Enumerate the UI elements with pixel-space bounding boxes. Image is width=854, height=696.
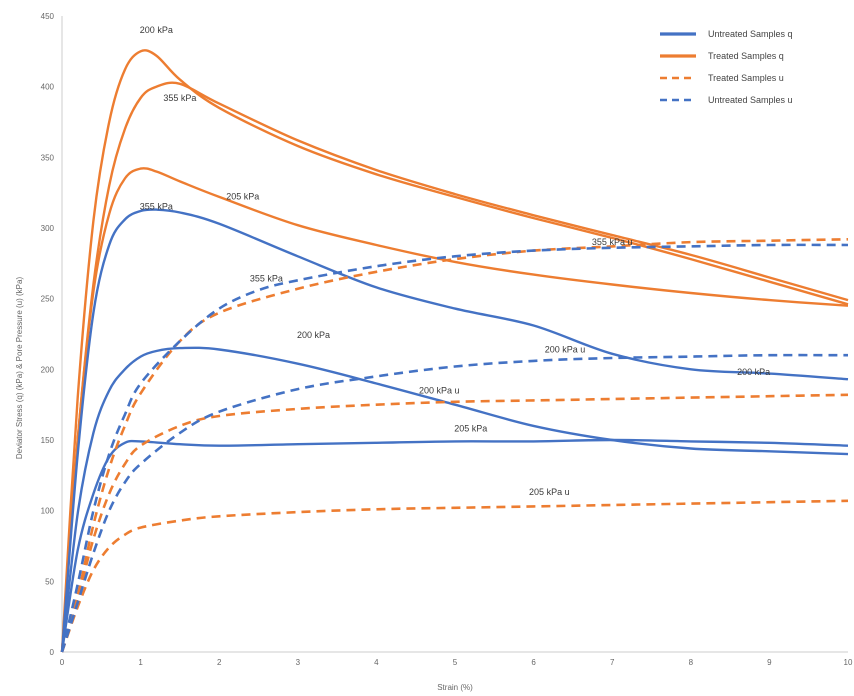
x-axis-title: Strain (%) — [437, 683, 473, 692]
series-line-treated-samples-q — [60, 49, 849, 653]
y-tick-label: 400 — [41, 83, 55, 92]
x-tick-label: 6 — [531, 658, 536, 667]
series-line-untreated-samples-u — [60, 353, 849, 653]
curve-label: 200 kPa u — [419, 385, 460, 395]
series-lines — [60, 49, 849, 653]
y-axis-title: Deviator Stress (q) (kPa) & Pore Pressur… — [15, 277, 24, 460]
curve-label: 200 kPa — [737, 367, 770, 377]
x-tick-label: 5 — [453, 658, 458, 667]
legend-label: Untreated Samples u — [708, 95, 793, 105]
x-tick-label: 9 — [767, 658, 772, 667]
series-line-treated-samples-u — [60, 238, 849, 653]
series-line-untreated-samples-q — [60, 346, 849, 653]
x-axis-ticks: 0 1 2 3 4 5 6 7 8 9 10 — [60, 658, 853, 667]
x-tick-label: 7 — [610, 658, 615, 667]
curve-label: 200 kPa — [140, 25, 173, 35]
y-tick-label: 50 — [45, 577, 54, 586]
x-tick-label: 0 — [60, 658, 65, 667]
y-tick-label: 350 — [41, 153, 55, 162]
series-line-treated-samples-u — [60, 499, 849, 653]
x-tick-label: 2 — [217, 658, 222, 667]
curve-label: 205 kPa — [454, 424, 487, 434]
y-axis-ticks: 0 50 100 150 200 250 300 350 400 450 — [41, 12, 55, 657]
x-tick-label: 1 — [138, 658, 143, 667]
legend-label: Treated Samples q — [708, 51, 784, 61]
curve-annotations: 200 kPa 355 kPa 205 kPa 355 kPa 355 kPa 355 k… — [140, 25, 770, 497]
curve-label: 200 kPa u — [545, 344, 586, 354]
x-tick-label: 8 — [689, 658, 694, 667]
y-tick-label: 100 — [41, 507, 55, 516]
y-tick-label: 300 — [41, 224, 55, 233]
legend: Untreated Samples q Treated Samples q Trea… — [660, 29, 793, 105]
legend-label: Treated Samples u — [708, 73, 784, 83]
y-tick-label: 450 — [41, 12, 55, 21]
y-tick-label: 150 — [41, 436, 55, 445]
x-tick-label: 3 — [296, 658, 301, 667]
series-line-treated-samples-q — [60, 167, 849, 653]
legend-label: Untreated Samples q — [708, 29, 793, 39]
curve-label: 355 kPa — [140, 202, 173, 212]
series-line-untreated-samples-u — [60, 243, 849, 653]
y-tick-label: 0 — [50, 648, 55, 657]
series-line-untreated-samples-q — [60, 438, 849, 653]
x-tick-label: 10 — [844, 658, 853, 667]
curve-label: 355 kPa — [250, 274, 283, 284]
curve-label: 205 kPa u — [529, 487, 570, 497]
curve-label: 205 kPa — [226, 192, 259, 202]
curve-label: 355 kPa u — [592, 237, 633, 247]
chart-frame — [61, 16, 848, 653]
curve-label: 200 kPa — [297, 330, 330, 340]
series-line-treated-samples-u — [60, 393, 849, 653]
x-tick-label: 4 — [374, 658, 379, 667]
y-tick-label: 200 — [41, 365, 55, 374]
y-tick-label: 250 — [41, 295, 55, 304]
curve-label: 355 kPa — [163, 93, 196, 103]
